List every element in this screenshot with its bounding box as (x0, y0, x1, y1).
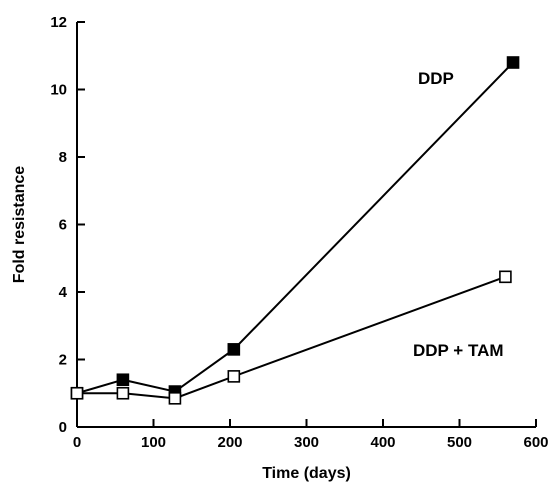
y-tick-label: 8 (59, 149, 67, 166)
x-tick-label: 100 (141, 434, 166, 451)
y-tick-label: 4 (59, 284, 68, 301)
series-markers (70, 56, 520, 405)
x-axis-title: Time (days) (262, 465, 351, 482)
series-label-ddp-tam: DDP + TAM (413, 341, 504, 360)
data-point-ddp-tam (499, 270, 512, 284)
data-point-ddp (116, 373, 130, 387)
series-line-ddp-tam (77, 275, 506, 400)
x-tick-label: 400 (370, 434, 395, 451)
data-point-ddp-tam (227, 370, 241, 383)
y-axis-title: Fold resistance (11, 166, 28, 283)
x-tick-label: 500 (447, 434, 472, 451)
data-point-ddp (227, 343, 241, 356)
y-tick-label: 0 (59, 419, 67, 436)
x-tick-label: 600 (523, 434, 548, 451)
data-point-ddp (506, 56, 520, 69)
y-tick-label: 10 (50, 82, 67, 99)
y-tick-label: 12 (50, 14, 67, 31)
x-tick-label: 300 (294, 434, 319, 451)
y-tick-label: 6 (59, 217, 67, 234)
x-tick-label: 200 (217, 434, 242, 451)
data-point-ddp-tam (168, 392, 182, 405)
x-tick-label: 0 (73, 434, 81, 451)
y-tick-label: 2 (59, 352, 67, 369)
series-label-ddp: DDP (418, 69, 454, 88)
data-point-ddp-tam (70, 386, 84, 400)
y-ticks: 0 2 4 6 8 10 12 (50, 14, 85, 436)
axes (76, 22, 536, 428)
x-ticks: 0 100 200 300 400 500 600 (73, 419, 549, 451)
data-point-ddp-tam (116, 386, 130, 400)
